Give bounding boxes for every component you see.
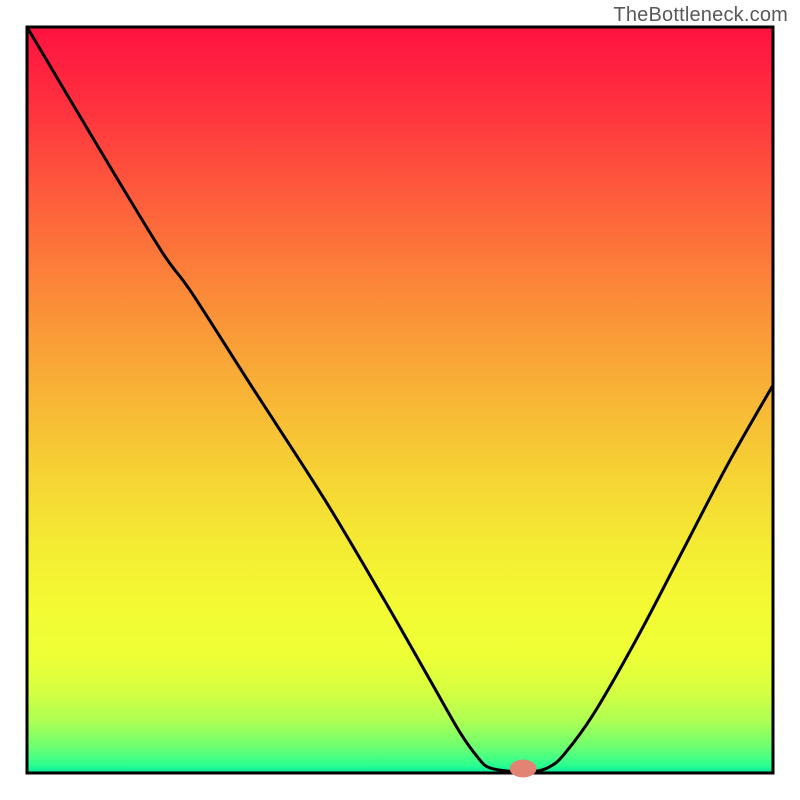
bottleneck-chart [0,0,800,800]
plot-background [27,27,773,773]
optimum-marker [510,760,537,778]
chart-root: TheBottleneck.com [0,0,800,800]
watermark-text: TheBottleneck.com [613,4,788,27]
